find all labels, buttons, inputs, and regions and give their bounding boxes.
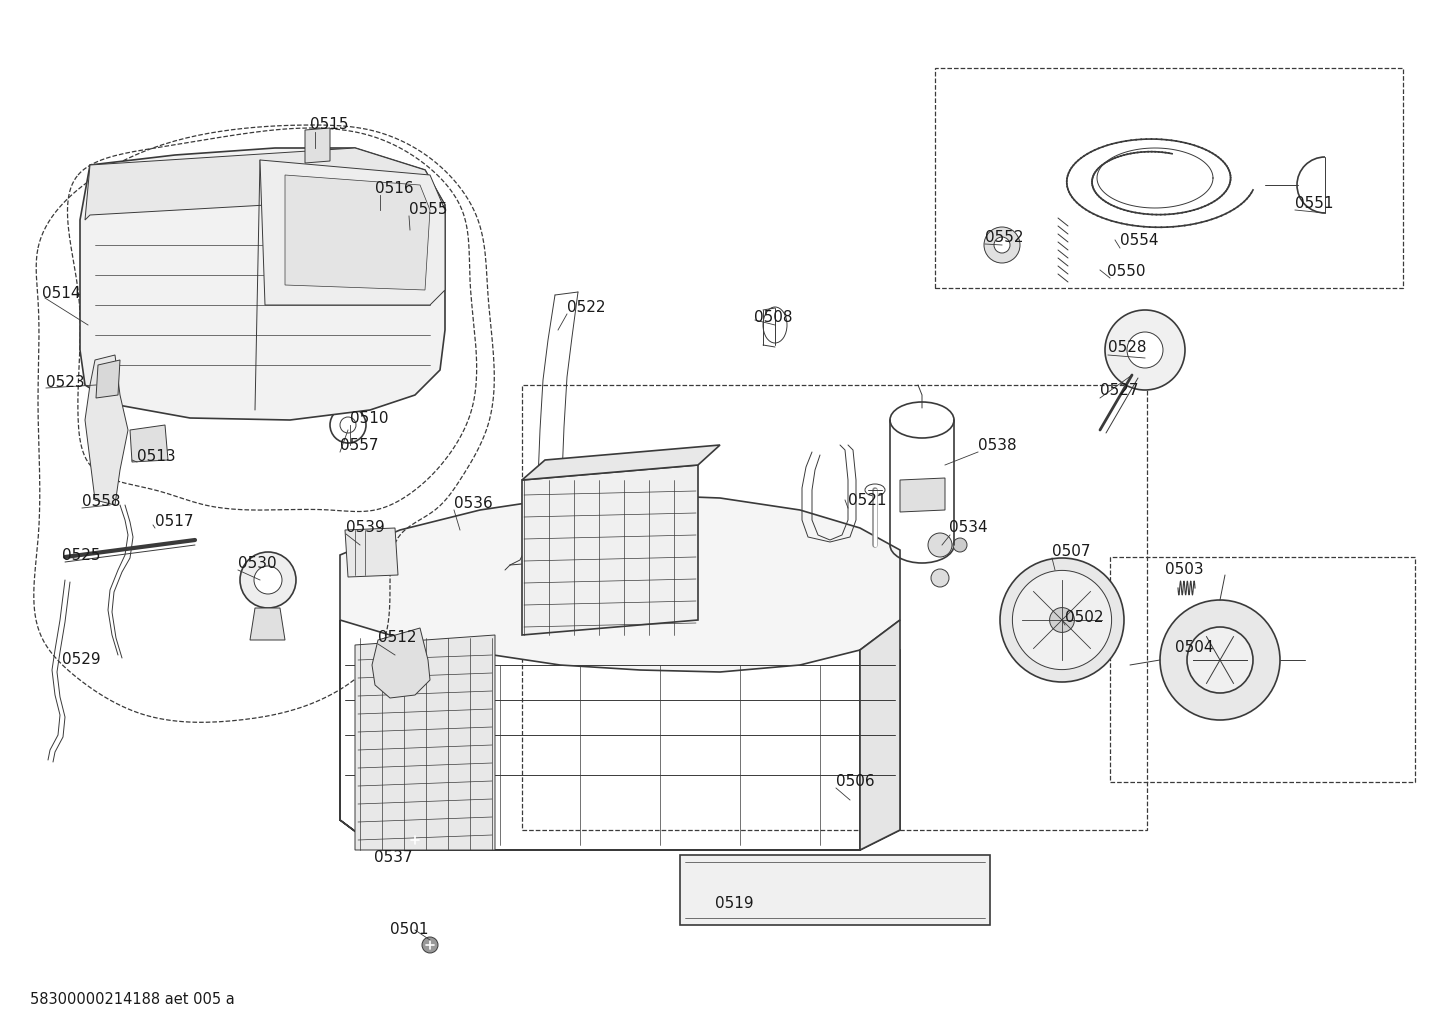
Text: 0536: 0536 <box>454 495 493 511</box>
Text: 0528: 0528 <box>1107 339 1146 355</box>
Polygon shape <box>372 628 430 698</box>
Ellipse shape <box>865 484 885 496</box>
Polygon shape <box>340 495 900 672</box>
Polygon shape <box>345 528 398 577</box>
Circle shape <box>932 569 949 587</box>
Text: 0507: 0507 <box>1053 544 1090 559</box>
Text: 0558: 0558 <box>82 493 121 508</box>
Circle shape <box>1128 332 1164 368</box>
Text: 0514: 0514 <box>42 285 81 301</box>
Text: 0550: 0550 <box>1107 264 1145 278</box>
Text: 0539: 0539 <box>346 520 385 535</box>
Ellipse shape <box>890 403 955 438</box>
Text: 0552: 0552 <box>985 229 1024 245</box>
Polygon shape <box>522 465 698 635</box>
Text: 0517: 0517 <box>154 514 193 529</box>
Polygon shape <box>130 425 169 462</box>
Circle shape <box>407 832 423 848</box>
Polygon shape <box>522 445 720 480</box>
Text: 0529: 0529 <box>62 652 101 667</box>
Circle shape <box>395 654 411 671</box>
Circle shape <box>239 552 296 608</box>
Polygon shape <box>260 160 446 305</box>
Circle shape <box>1050 607 1074 633</box>
Polygon shape <box>85 148 446 220</box>
Circle shape <box>999 558 1123 682</box>
Text: 0557: 0557 <box>340 437 378 452</box>
Polygon shape <box>900 478 945 512</box>
Text: 0551: 0551 <box>1295 196 1334 211</box>
Text: 0506: 0506 <box>836 774 875 790</box>
Text: 0516: 0516 <box>375 180 414 196</box>
Circle shape <box>1187 627 1253 693</box>
Ellipse shape <box>763 307 787 343</box>
Circle shape <box>330 407 366 443</box>
Text: 0508: 0508 <box>754 310 793 324</box>
Circle shape <box>953 538 968 552</box>
Circle shape <box>929 533 952 557</box>
Polygon shape <box>340 620 900 850</box>
Text: 0523: 0523 <box>46 375 85 389</box>
Polygon shape <box>79 148 446 420</box>
Bar <box>934 68 1403 288</box>
Text: 0538: 0538 <box>978 437 1017 452</box>
Text: 0555: 0555 <box>410 202 447 216</box>
Text: 0537: 0537 <box>373 851 412 865</box>
Text: 58300000214188 aet 005 a: 58300000214188 aet 005 a <box>30 993 235 1008</box>
Polygon shape <box>859 620 900 850</box>
Circle shape <box>1159 600 1280 720</box>
Text: 0513: 0513 <box>137 448 176 464</box>
Text: 0501: 0501 <box>389 922 428 937</box>
Bar <box>1110 557 1415 782</box>
Text: 0502: 0502 <box>1066 610 1103 626</box>
Circle shape <box>423 937 438 953</box>
Circle shape <box>385 644 421 680</box>
Circle shape <box>254 566 283 594</box>
Polygon shape <box>681 855 991 925</box>
Text: 0512: 0512 <box>378 630 417 644</box>
Circle shape <box>1012 571 1112 669</box>
Text: 0522: 0522 <box>567 300 606 315</box>
Text: 0503: 0503 <box>1165 562 1204 578</box>
Text: 0510: 0510 <box>350 411 388 426</box>
Text: 0521: 0521 <box>848 492 887 507</box>
Text: 0525: 0525 <box>62 547 101 562</box>
Bar <box>522 385 1146 830</box>
Circle shape <box>340 417 356 433</box>
Polygon shape <box>286 175 430 290</box>
Text: 0530: 0530 <box>238 555 277 571</box>
Polygon shape <box>97 360 120 398</box>
Text: 0519: 0519 <box>715 897 754 912</box>
Circle shape <box>994 237 1009 253</box>
Polygon shape <box>85 355 128 505</box>
Text: 0515: 0515 <box>310 116 349 131</box>
Polygon shape <box>306 128 330 163</box>
Text: 0527: 0527 <box>1100 382 1139 397</box>
Circle shape <box>983 227 1019 263</box>
Text: 0504: 0504 <box>1175 641 1214 655</box>
Text: 0554: 0554 <box>1120 232 1158 248</box>
Text: 0534: 0534 <box>949 520 988 535</box>
Circle shape <box>1105 310 1185 390</box>
Polygon shape <box>355 635 495 850</box>
Polygon shape <box>249 608 286 640</box>
